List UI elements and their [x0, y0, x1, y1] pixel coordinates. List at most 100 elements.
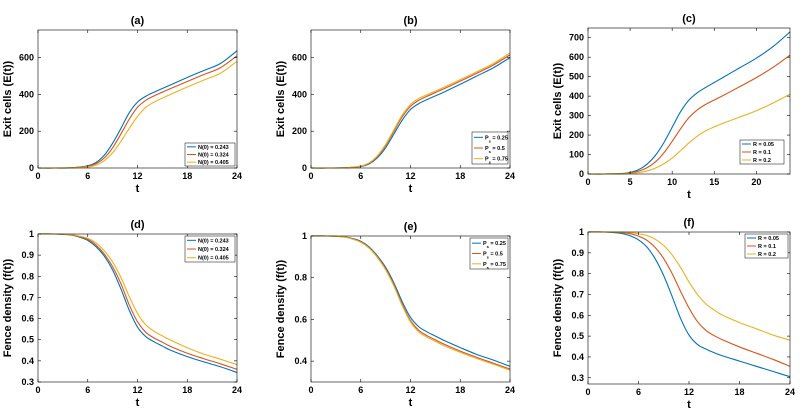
y-tick-label: 0	[579, 169, 584, 179]
chart-title: (c)	[682, 13, 696, 25]
y-tick-label: 0.4	[21, 356, 34, 366]
legend-entry: R = 0.1	[753, 150, 771, 156]
y-tick-label: 100	[569, 150, 584, 160]
legend-entry: Ps = 0.5	[485, 146, 505, 154]
series-line	[310, 52, 511, 169]
legend-entry: N(0) = 0.405	[198, 160, 229, 166]
x-tick-label: 10	[667, 177, 677, 187]
y-axis-label: Fence density (f(t))	[2, 258, 14, 357]
y-axis-label: Exit cells (E(t))	[275, 60, 287, 137]
chart-panel: (d) 0 6 12 18 24 0.3 0.4 0.5 0.6 0.7 0.8 0.9 1 t Fence …	[2, 219, 242, 409]
x-tick-label: 24	[505, 171, 515, 181]
x-tick-label: 20	[751, 177, 761, 187]
y-tick-label: 0	[29, 163, 34, 173]
x-tick-label: 5	[628, 177, 633, 187]
legend-entry: Ps = 0.75	[485, 157, 508, 165]
legend-box	[184, 142, 236, 167]
x-tick-label: 0	[585, 387, 590, 397]
x-tick-label: 6	[636, 387, 641, 397]
legend-entry: N(0) = 0.324	[198, 247, 230, 253]
y-axis-label: Exit cells (E(t))	[2, 60, 14, 137]
x-axis-label: t	[687, 399, 691, 411]
y-tick-label: 0.4	[294, 356, 307, 366]
x-tick-label: 0	[308, 171, 313, 181]
x-tick-label: 18	[182, 171, 192, 181]
x-tick-label: 24	[232, 385, 242, 395]
legend-entry: N(0) = 0.243	[198, 238, 229, 244]
x-tick-label: 18	[455, 385, 465, 395]
x-axis-label: t	[409, 397, 413, 409]
series-line	[37, 233, 238, 366]
chart-panel: (a) 0 6 12 18 24 0 200 400 600 t Exit cells (E(t)) N…	[2, 15, 242, 195]
x-axis-label: t	[136, 397, 140, 409]
x-tick-label: 24	[785, 387, 795, 397]
chart-panel: (e) 0 6 12 18 24 0.4 0.6 0.8 1 t Fence density (f(t…	[275, 221, 515, 409]
y-tick-label: 1	[579, 227, 584, 237]
legend: N(0) = 0.243 N(0) = 0.324 N(0) = 0.405	[184, 235, 236, 263]
x-tick-label: 6	[85, 385, 90, 395]
legend-entry: N(0) = 0.405	[198, 256, 229, 262]
series-line	[37, 233, 238, 374]
y-tick-label: 0.8	[571, 269, 584, 279]
chart-panel: (b) 0 6 12 18 24 0 200 400 600 t Exit cells (E(t)) P…	[275, 15, 515, 195]
legend-entry: Ps = 0.25	[483, 241, 506, 249]
series-line	[587, 231, 791, 341]
y-axis-label: Fence density (f(t))	[275, 259, 287, 358]
series-line	[37, 60, 238, 169]
y-tick-label: 0.6	[21, 314, 34, 324]
y-tick-label: 0.8	[294, 273, 307, 283]
x-tick-label: 18	[182, 385, 192, 395]
x-tick-label: 24	[232, 171, 242, 181]
legend-entry: N(0) = 0.243	[198, 145, 229, 151]
y-tick-label: 500	[569, 72, 584, 82]
legend: Ps = 0.25 Ps = 0.5 Ps = 0.75	[469, 237, 509, 270]
legend-entry: R = 0.2	[753, 158, 771, 164]
y-tick-label: 0.8	[21, 271, 34, 281]
y-tick-label: 400	[569, 91, 584, 101]
x-tick-label: 12	[405, 385, 415, 395]
legend: Ps = 0.25 Ps = 0.5 Ps = 0.75	[471, 131, 509, 165]
x-axis-label: t	[409, 183, 413, 195]
x-tick-label: 6	[358, 385, 363, 395]
y-tick-label: 0.7	[21, 292, 34, 302]
x-tick-label: 12	[132, 385, 142, 395]
series-line	[310, 235, 511, 371]
x-tick-label: 12	[405, 171, 415, 181]
y-tick-label: 0.6	[294, 314, 307, 324]
x-tick-label: 0	[35, 385, 40, 395]
x-tick-label: 12	[132, 171, 142, 181]
series-line	[587, 231, 791, 367]
chart-title: (f)	[684, 217, 695, 229]
x-axis-label: t	[687, 189, 691, 201]
legend-entry: Ps = 0.5	[483, 252, 503, 260]
legend-entry: Ps = 0.25	[485, 135, 508, 143]
chart-title: (e)	[404, 221, 418, 233]
y-tick-label: 0.5	[21, 335, 34, 345]
y-tick-label: 200	[19, 126, 34, 136]
y-tick-label: 400	[19, 89, 34, 99]
y-tick-label: 0.3	[571, 373, 584, 383]
x-tick-label: 6	[85, 171, 90, 181]
chart-title: (d)	[130, 219, 144, 231]
axes-box	[587, 27, 791, 175]
legend: R = 0.05 R = 0.1 R = 0.2	[739, 139, 785, 165]
y-tick-label: 1	[302, 231, 307, 241]
y-tick-label: 600	[292, 53, 307, 63]
y-tick-label: 600	[569, 52, 584, 62]
y-tick-label: 0.5	[571, 331, 584, 341]
x-tick-label: 24	[505, 385, 515, 395]
legend-entry: Ps = 0.75	[483, 262, 506, 270]
x-tick-label: 0	[35, 171, 40, 181]
y-tick-label: 0.3	[21, 377, 34, 387]
y-tick-label: 200	[292, 126, 307, 136]
y-tick-label: 700	[569, 33, 584, 43]
chart-title: (b)	[403, 15, 417, 27]
legend: R = 0.05 R = 0.1 R = 0.2	[744, 233, 789, 259]
x-tick-label: 18	[455, 171, 465, 181]
y-tick-label: 0.7	[571, 289, 584, 299]
x-tick-label: 18	[734, 387, 744, 397]
legend-entry: R = 0.2	[758, 252, 776, 258]
